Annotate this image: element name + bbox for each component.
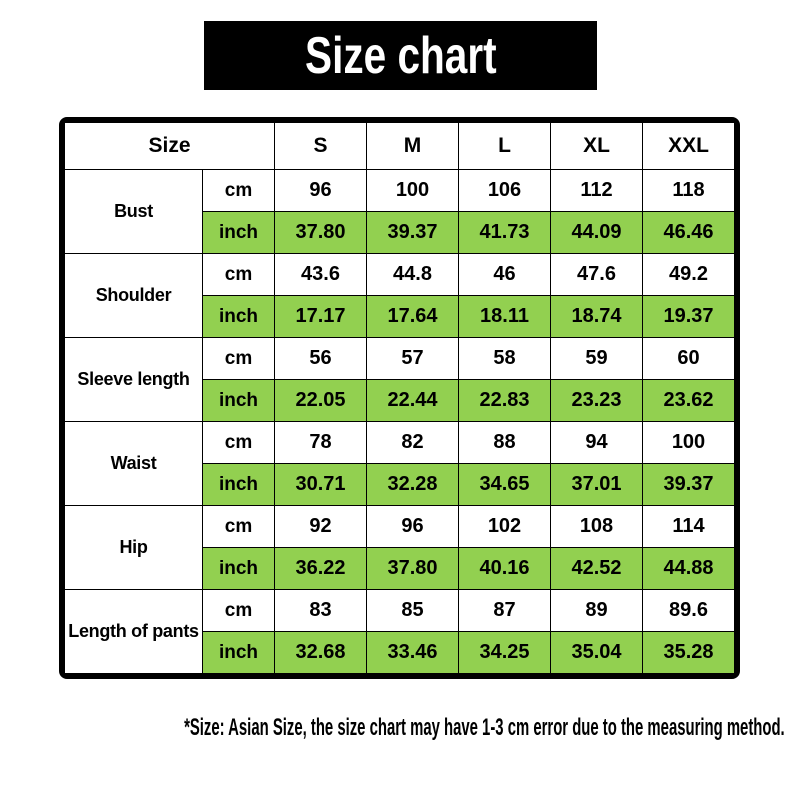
measurement-label: Shoulder [64,253,203,338]
size-value-cell: 22.44 [366,379,459,422]
size-value-cell: 37.80 [366,547,459,590]
measurement-label: Length of pants [64,589,203,674]
unit-label-inch: inch [202,463,275,506]
size-value-cell: 23.23 [550,379,643,422]
unit-label-cm: cm [202,505,275,548]
header-cell: XXL [642,122,735,170]
header-cell: L [458,122,551,170]
size-value-cell: 83 [274,589,367,632]
size-value-cell: 23.62 [642,379,735,422]
size-value-cell: 40.16 [458,547,551,590]
size-value-cell: 100 [366,169,459,212]
size-value-cell: 39.37 [366,211,459,254]
size-value-cell: 46 [458,253,551,296]
size-value-cell: 89.6 [642,589,735,632]
unit-label-inch: inch [202,295,275,338]
size-value-cell: 82 [366,421,459,464]
size-value-cell: 59 [550,337,643,380]
footnote: *Size: Asian Size, the size chart may ha… [0,714,800,742]
size-value-cell: 100 [642,421,735,464]
size-value-cell: 88 [458,421,551,464]
size-value-cell: 94 [550,421,643,464]
footnote-text: *Size: Asian Size, the size chart may ha… [184,714,785,741]
size-value-cell: 33.46 [366,631,459,674]
size-value-cell: 42.52 [550,547,643,590]
size-value-cell: 96 [274,169,367,212]
unit-label-inch: inch [202,379,275,422]
header-cell: S [274,122,367,170]
measurement-label: Hip [64,505,203,590]
measurement-label: Sleeve length [64,337,203,422]
size-value-cell: 118 [642,169,735,212]
unit-label-cm: cm [202,337,275,380]
size-value-cell: 18.11 [458,295,551,338]
size-value-cell: 56 [274,337,367,380]
size-value-cell: 44.09 [550,211,643,254]
unit-label-inch: inch [202,547,275,590]
size-value-cell: 35.28 [642,631,735,674]
size-chart-banner: Size chart [204,21,597,90]
size-value-cell: 114 [642,505,735,548]
header-cell: M [366,122,459,170]
size-value-cell: 102 [458,505,551,548]
unit-label-inch: inch [202,211,275,254]
size-value-cell: 47.6 [550,253,643,296]
size-value-cell: 44.88 [642,547,735,590]
size-value-cell: 92 [274,505,367,548]
size-value-cell: 18.74 [550,295,643,338]
unit-label-cm: cm [202,589,275,632]
size-value-cell: 112 [550,169,643,212]
header-cell: XL [550,122,643,170]
size-value-cell: 44.8 [366,253,459,296]
banner-title: Size chart [304,26,497,85]
unit-label-cm: cm [202,169,275,212]
measurement-label: Bust [64,169,203,254]
size-value-cell: 85 [366,589,459,632]
size-value-cell: 19.37 [642,295,735,338]
size-table: Size S M L XL XXL Bust cm 96 100 106 112 118 inch 37.… [64,122,735,674]
size-value-cell: 57 [366,337,459,380]
size-value-cell: 46.46 [642,211,735,254]
unit-label-cm: cm [202,253,275,296]
unit-label-inch: inch [202,631,275,674]
size-value-cell: 17.64 [366,295,459,338]
size-value-cell: 60 [642,337,735,380]
size-value-cell: 35.04 [550,631,643,674]
size-value-cell: 34.25 [458,631,551,674]
size-value-cell: 37.80 [274,211,367,254]
size-value-cell: 22.05 [274,379,367,422]
size-value-cell: 108 [550,505,643,548]
size-value-cell: 43.6 [274,253,367,296]
size-table-container: Size S M L XL XXL Bust cm 96 100 106 112 118 inch 37.… [59,117,740,679]
size-value-cell: 78 [274,421,367,464]
size-value-cell: 96 [366,505,459,548]
size-table-header: Size S M L XL XXL [64,122,735,170]
size-value-cell: 39.37 [642,463,735,506]
size-table-body: Bust cm 96 100 106 112 118 inch 37.80 39.37 41.73 4… [64,169,735,674]
size-value-cell: 36.22 [274,547,367,590]
size-value-cell: 37.01 [550,463,643,506]
size-value-cell: 49.2 [642,253,735,296]
size-value-cell: 89 [550,589,643,632]
size-value-cell: 22.83 [458,379,551,422]
size-value-cell: 106 [458,169,551,212]
size-value-cell: 30.71 [274,463,367,506]
size-value-cell: 87 [458,589,551,632]
measurement-label: Waist [64,421,203,506]
size-value-cell: 32.28 [366,463,459,506]
size-value-cell: 32.68 [274,631,367,674]
size-value-cell: 41.73 [458,211,551,254]
size-value-cell: 34.65 [458,463,551,506]
size-value-cell: 17.17 [274,295,367,338]
unit-label-cm: cm [202,421,275,464]
size-value-cell: 58 [458,337,551,380]
header-cell-size: Size [64,122,275,170]
